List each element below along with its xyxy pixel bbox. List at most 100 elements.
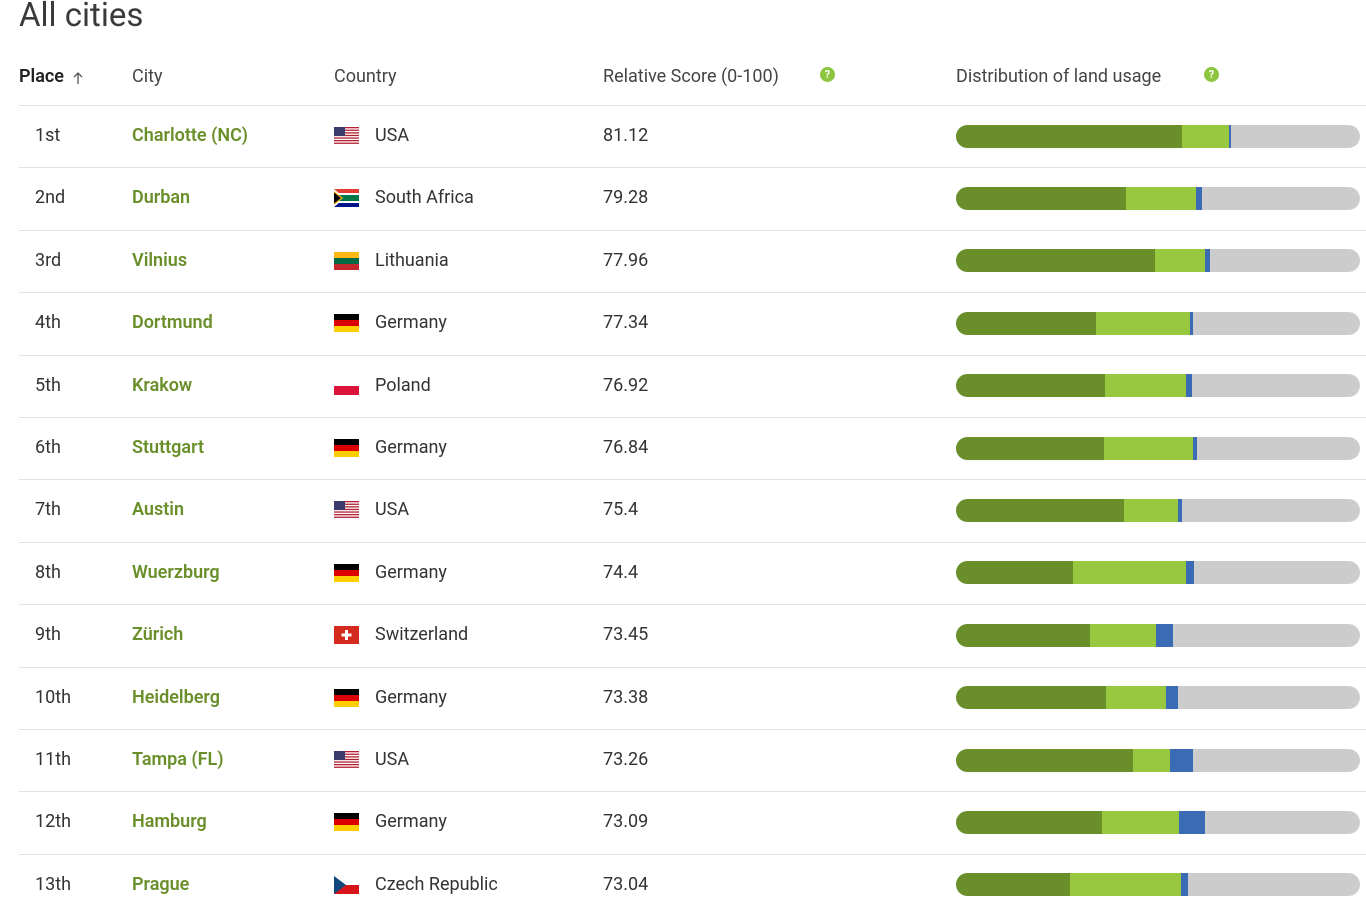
distribution-bar xyxy=(956,498,1360,522)
distribution-segment xyxy=(1182,124,1230,148)
country-cell: South Africa xyxy=(375,187,474,209)
distribution-segment xyxy=(1205,249,1211,273)
place-cell: 8th xyxy=(35,561,61,583)
place-cell: 11th xyxy=(35,749,72,770)
row-separator xyxy=(19,105,1366,106)
distribution-segment xyxy=(956,498,1125,522)
country-cell: Germany xyxy=(375,686,447,708)
distribution-segment xyxy=(1105,686,1167,710)
page-title: All cities xyxy=(19,0,144,35)
help-icon[interactable]: ? xyxy=(820,67,835,82)
country-flag xyxy=(334,501,359,519)
score-cell: 81.12 xyxy=(603,125,649,146)
place-cell: 3rd xyxy=(35,249,62,271)
distribution-bar xyxy=(956,311,1360,335)
score-cell: 73.09 xyxy=(603,811,649,833)
distribution-segment xyxy=(1101,810,1179,834)
city-link[interactable]: Durban xyxy=(132,187,191,209)
country-cell: USA xyxy=(375,125,410,146)
row-separator xyxy=(19,354,1366,356)
distribution-segment xyxy=(1090,623,1156,647)
distribution-segment xyxy=(956,374,1106,398)
distribution-bar xyxy=(956,873,1360,897)
country-flag xyxy=(334,127,359,145)
distribution-segment xyxy=(956,249,1156,273)
score-cell: 74.4 xyxy=(603,561,639,583)
distribution-segment xyxy=(1192,436,1197,460)
distribution-segment xyxy=(1195,186,1202,210)
place-cell: 10th xyxy=(35,686,72,708)
distribution-segment xyxy=(956,748,1133,772)
distribution-segment xyxy=(1181,873,1188,897)
row-separator xyxy=(19,541,1366,543)
country-flag xyxy=(334,376,359,395)
city-link[interactable]: Hamburg xyxy=(132,811,207,833)
distribution-bar xyxy=(956,623,1360,647)
distribution-segment xyxy=(1170,748,1194,772)
city-header: City xyxy=(132,66,163,87)
country-flag xyxy=(334,563,359,582)
distribution-segment xyxy=(956,623,1091,647)
country-flag xyxy=(334,875,359,894)
country-cell: Czech Republic xyxy=(375,873,498,895)
score-cell: 73.04 xyxy=(603,873,649,895)
place-cell: 5th xyxy=(35,374,61,396)
place-cell: 9th xyxy=(35,624,61,646)
distribution-segment xyxy=(1155,623,1173,647)
city-link[interactable]: Tampa (FL) xyxy=(132,749,224,770)
city-link[interactable]: Austin xyxy=(132,499,184,521)
row-separator xyxy=(19,229,1366,231)
sort-arrow[interactable] xyxy=(72,71,84,85)
help-icon[interactable]: ? xyxy=(1204,67,1219,82)
score-cell: 76.84 xyxy=(603,437,649,458)
distribution-bar xyxy=(956,810,1360,834)
city-link[interactable]: Zürich xyxy=(132,624,184,646)
city-link[interactable]: Charlotte (NC) xyxy=(132,125,248,146)
row-separator xyxy=(19,729,1366,730)
country-cell: USA xyxy=(375,499,410,521)
country-header: Country xyxy=(334,66,397,87)
score-header: Relative Score (0-100) xyxy=(603,66,779,87)
distribution-segment xyxy=(956,436,1104,460)
distribution-segment xyxy=(956,186,1126,210)
city-link[interactable]: Stuttgart xyxy=(132,437,205,458)
place-header[interactable]: Place xyxy=(19,66,64,87)
distribution-segment xyxy=(1186,561,1195,585)
city-link[interactable]: Dortmund xyxy=(132,312,213,334)
place-cell: 2nd xyxy=(35,187,66,209)
distribution-bar xyxy=(956,374,1360,398)
country-cell: USA xyxy=(375,749,410,770)
city-link[interactable]: Wuerzburg xyxy=(132,561,220,583)
distribution-segment xyxy=(1179,810,1205,834)
city-link[interactable]: Vilnius xyxy=(132,249,188,271)
country-cell: Germany xyxy=(375,561,447,583)
place-cell: 7th xyxy=(35,499,61,521)
country-flag xyxy=(334,626,359,645)
city-link[interactable]: Prague xyxy=(132,873,190,895)
distribution-segment xyxy=(1103,436,1193,460)
distribution-segment xyxy=(956,686,1106,710)
distribution-segment xyxy=(1125,186,1196,210)
place-cell: 4th xyxy=(35,312,61,334)
score-cell: 79.28 xyxy=(603,187,649,209)
country-cell: Germany xyxy=(375,312,447,334)
city-link[interactable]: Heidelberg xyxy=(132,686,220,708)
city-link[interactable]: Krakow xyxy=(132,374,193,396)
score-cell: 73.26 xyxy=(603,749,649,770)
distribution-segment xyxy=(1124,498,1179,522)
score-cell: 77.96 xyxy=(603,249,649,271)
distribution-segment xyxy=(1190,311,1194,335)
country-flag xyxy=(334,813,359,832)
country-flag xyxy=(334,439,359,457)
distribution-segment xyxy=(956,873,1070,897)
country-cell: Switzerland xyxy=(375,624,469,646)
country-flag xyxy=(334,751,359,769)
country-flag xyxy=(334,189,359,208)
row-separator xyxy=(19,853,1366,855)
distribution-segment xyxy=(1178,498,1183,522)
distribution-segment xyxy=(1069,873,1182,897)
distribution-segment xyxy=(1105,374,1186,398)
distribution-bar xyxy=(956,436,1360,460)
place-cell: 12th xyxy=(35,811,72,833)
